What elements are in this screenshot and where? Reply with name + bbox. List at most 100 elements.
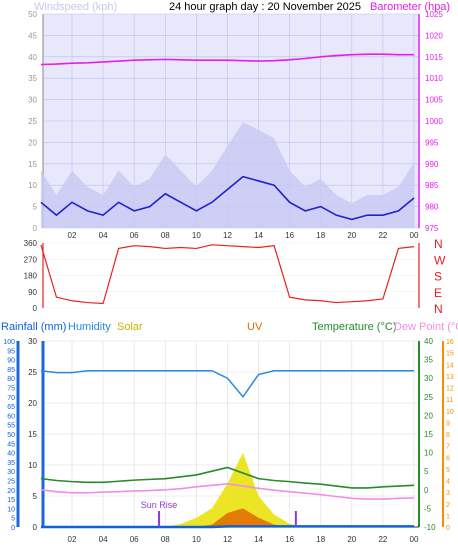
tick-label-hour: 12 — [223, 535, 232, 544]
tick-label-temperature: 35 — [424, 356, 433, 365]
tick-label-uv: 10 — [446, 409, 454, 416]
tick-label-windspeed: 30 — [28, 96, 37, 105]
tick-label-barometer: 990 — [425, 160, 439, 169]
compass-label: W — [434, 253, 446, 267]
tick-label-hour: 00 — [410, 231, 419, 240]
tick-label-temperature: 40 — [424, 337, 433, 346]
tick-label-rain: 10 — [28, 461, 37, 470]
tick-label-windspeed: 5 — [33, 203, 38, 212]
tick-label-temperature: 20 — [424, 411, 433, 420]
tick-label-hour: 16 — [285, 231, 294, 240]
legend-uv: UV — [247, 321, 263, 333]
tick-label-uv: 3 — [446, 490, 450, 497]
tick-label-hour: 20 — [347, 535, 356, 544]
tick-label-uv: 13 — [446, 374, 454, 381]
tick-label-hour: 02 — [68, 535, 77, 544]
tick-label-uv: 0 — [446, 525, 450, 532]
tick-label-hour: 08 — [161, 535, 170, 544]
tick-label-uv: 9 — [446, 420, 450, 427]
humidity-line — [40, 370, 414, 399]
solar-area — [40, 452, 415, 527]
tick-label-windspeed: 45 — [28, 31, 37, 40]
tick-label-barometer: 1000 — [425, 117, 443, 126]
tick-label-uv: 6 — [446, 455, 450, 462]
tick-label-uv: 11 — [446, 397, 453, 404]
tick-label-uv: 5 — [446, 467, 450, 474]
tick-label-humidity: 65 — [7, 404, 15, 411]
tick-label-direction: 180 — [24, 272, 38, 281]
tick-label-windspeed: 0 — [33, 224, 38, 233]
tick-label-windspeed: 40 — [28, 53, 37, 62]
tick-label-uv: 7 — [446, 444, 450, 451]
tick-label-hour: 00 — [410, 535, 419, 544]
windspeed-axis-label: Windspeed (kph) — [34, 1, 117, 13]
tick-label-humidity: 45 — [7, 441, 15, 448]
tick-label-barometer: 1010 — [425, 74, 443, 83]
wind-direction-line — [40, 244, 415, 305]
legend-temperature: Temperature (°C) — [312, 321, 396, 333]
compass-label: N — [434, 237, 443, 251]
tick-label-humidity: 50 — [7, 432, 15, 439]
bottom-legend: Rainfall (mm) Humidity Solar UV Temperat… — [1, 321, 458, 333]
tick-label-uv: 12 — [446, 386, 454, 393]
barometer-axis-label: Barometer (hpa) — [370, 1, 450, 13]
tick-label-humidity: 10 — [7, 506, 15, 513]
tick-label-uv: 14 — [446, 362, 454, 369]
tick-label-humidity: 100 — [3, 339, 15, 346]
tick-label-barometer: 1005 — [425, 96, 443, 105]
tick-label-hour: 06 — [130, 535, 139, 544]
tick-label-uv: 15 — [446, 351, 454, 358]
tick-label-humidity: 35 — [7, 460, 15, 467]
tick-label-barometer: 1025 — [425, 10, 443, 19]
tick-label-hour: 16 — [285, 535, 294, 544]
tick-label-temperature: 15 — [424, 430, 433, 439]
rainfall-line — [40, 525, 414, 529]
tick-label-hour: 04 — [99, 231, 108, 240]
tick-label-windspeed: 25 — [28, 117, 37, 126]
tick-label-hour: 10 — [192, 231, 201, 240]
tick-label-temperature: 10 — [424, 449, 433, 458]
tick-label-direction: 360 — [24, 239, 38, 248]
legend-solar: Solar — [117, 321, 143, 333]
sun-rise-label: Sun Rise — [141, 500, 178, 510]
tick-label-hour: 22 — [378, 535, 387, 544]
tick-label-hour: 08 — [161, 231, 170, 240]
tick-label-windspeed: 35 — [28, 74, 37, 83]
tick-label-direction: 270 — [24, 255, 38, 264]
tick-label-humidity: 75 — [7, 386, 15, 393]
tick-label-humidity: 0 — [11, 525, 15, 532]
tick-label-humidity: 60 — [7, 413, 15, 420]
tick-label-temperature: 5 — [424, 467, 429, 476]
legend-rainfall: Rainfall (mm) — [1, 321, 66, 333]
compass-label: E — [434, 286, 442, 300]
tick-label-barometer: 1020 — [425, 31, 443, 40]
tick-label-hour: 20 — [347, 231, 356, 240]
tick-label-windspeed: 20 — [28, 138, 37, 147]
tick-label-hour: 14 — [254, 231, 263, 240]
tick-label-windspeed: 10 — [28, 181, 37, 190]
tick-label-humidity: 40 — [7, 451, 15, 458]
legend-dewpoint: Dew Point (°C) — [394, 321, 458, 333]
wind-barometer-panel: 0510152025303540455097598098599099510001… — [28, 10, 443, 240]
tick-label-uv: 16 — [446, 339, 454, 346]
tick-label-hour: 18 — [316, 231, 325, 240]
temperature-line — [40, 466, 415, 489]
tick-label-hour: 14 — [254, 535, 263, 544]
tick-label-uv: 4 — [446, 479, 450, 486]
tick-label-hour: 10 — [192, 535, 201, 544]
legend-humidity: Humidity — [68, 321, 111, 333]
tick-label-rain: 20 — [28, 399, 37, 408]
compass-label: S — [434, 270, 442, 284]
tick-label-hour: 18 — [316, 535, 325, 544]
tick-label-humidity: 80 — [7, 376, 15, 383]
tick-label-rain: 0 — [33, 523, 38, 532]
graph-title: 24 hour graph day : 20 November 2025 — [169, 1, 361, 13]
tick-label-temperature: 30 — [424, 374, 433, 383]
tick-label-humidity: 25 — [7, 479, 15, 486]
tick-label-temperature: 0 — [424, 486, 429, 495]
tick-label-humidity: 95 — [7, 348, 15, 355]
tick-label-humidity: 5 — [11, 516, 15, 523]
tick-label-uv: 8 — [446, 432, 450, 439]
uv-area — [40, 508, 415, 527]
